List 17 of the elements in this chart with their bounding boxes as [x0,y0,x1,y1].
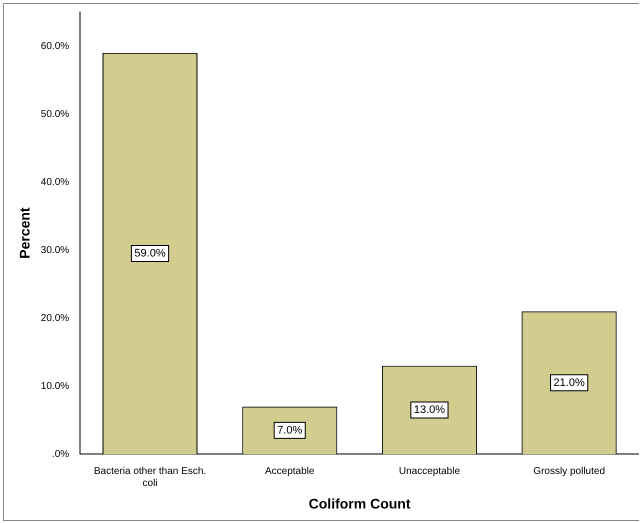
data-label: 7.0% [277,424,302,436]
x-tick-label: Grossly polluted [533,466,605,477]
y-tick-label: .0% [52,448,70,460]
x-tick-label: Bacteria other than Esch. coli [94,466,206,489]
y-tick-label: 20.0% [40,312,70,324]
y-tick-label: 30.0% [40,244,70,256]
y-tick-label: 10.0% [40,380,70,392]
y-tick-label: 50.0% [40,108,70,120]
data-label: 59.0% [134,248,166,260]
x-tick-label: Unacceptable [398,466,460,477]
y-tick-label: 60.0% [40,40,70,52]
data-label: 21.0% [554,376,585,389]
y-axis-title: Percent [16,207,32,259]
x-axis-title: Coliform Count [308,495,411,512]
y-tick-label: 40.0% [40,176,70,188]
x-tick-label: Acceptable [264,466,315,477]
data-label: 13.0% [414,404,446,416]
